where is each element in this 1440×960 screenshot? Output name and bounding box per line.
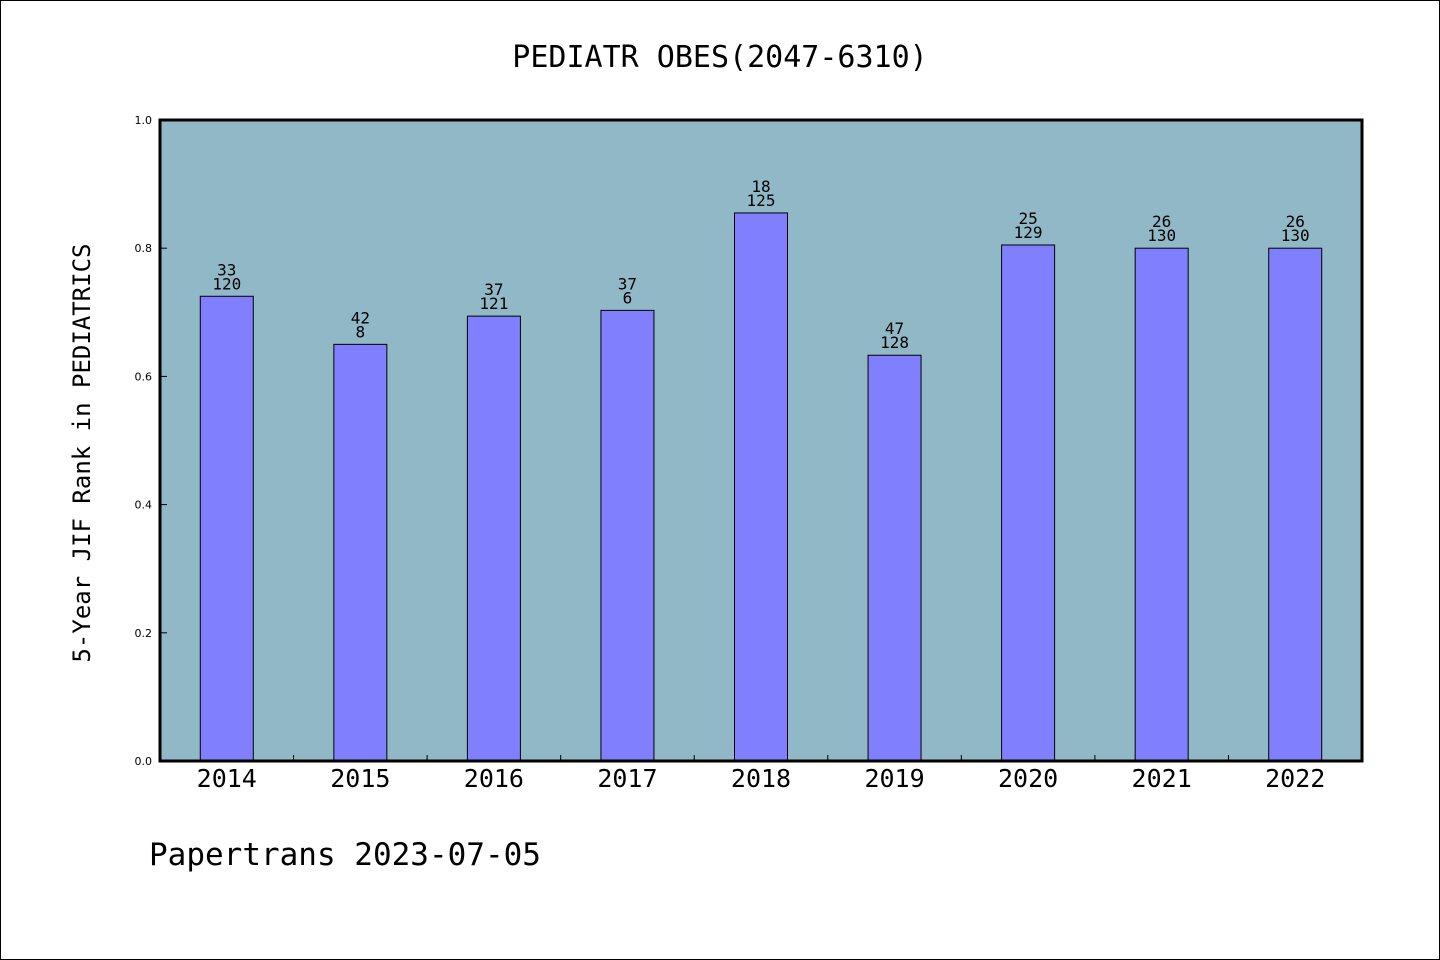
y-tick-label: 0.0 (135, 755, 153, 768)
y-tick-label: 0.2 (135, 627, 153, 640)
x-tick-label: 2014 (197, 764, 257, 793)
bar-2017 (600, 309, 655, 762)
y-tick-label: 0.6 (135, 370, 153, 383)
bar-total-label: 6 (623, 288, 633, 307)
bar-rank-label: 37 (618, 274, 637, 293)
bar-total-label: 120 (212, 274, 241, 293)
bar-total-label: 128 (880, 333, 909, 352)
plot-border (158, 118, 1364, 763)
x-tick-label: 2015 (330, 764, 390, 793)
bar-rank-label: 25 (1018, 209, 1037, 228)
x-tick-label: 2017 (597, 764, 657, 793)
bar-2014 (199, 295, 254, 762)
chart-title: PEDIATR OBES(2047-6310) (512, 40, 927, 75)
footer-credit: Papertrans 2023-07-05 (149, 837, 541, 873)
bar-2019 (867, 354, 922, 762)
bar-total-label: 129 (1014, 223, 1043, 242)
bar-rank-label: 33 (217, 260, 236, 279)
bar-2022 (1268, 247, 1323, 762)
bar-2020 (1001, 244, 1056, 762)
y-tick-label: 1.0 (135, 114, 153, 127)
bar-rank-label: 26 (1152, 212, 1171, 231)
y-axis-label: 5-Year JIF Rank in PEDIATRICS (68, 243, 96, 662)
y-tick-label: 0.4 (135, 499, 153, 512)
bar-rank-label: 26 (1286, 212, 1305, 231)
bar-rank-label: 47 (885, 319, 904, 338)
x-tick-label: 2020 (998, 764, 1058, 793)
bar-2015 (333, 343, 388, 762)
x-tick-label: 2022 (1265, 764, 1325, 793)
bars-layer: 3312042837121376181254712825129261302613… (199, 177, 1323, 762)
bar-2018 (734, 212, 788, 762)
ticks-layer: 2014 2015 2016 2017 2018 2019 2020 2021 2022 0.0 0… (135, 114, 1326, 793)
bar-rank-label: 18 (751, 177, 770, 196)
bar-total-label: 121 (479, 294, 508, 313)
bar-rank-label: 37 (484, 280, 503, 299)
bar-rank-label: 42 (351, 308, 370, 327)
x-tick-label: 2016 (464, 764, 524, 793)
x-tick-label: 2019 (864, 764, 924, 793)
bar-2016 (466, 315, 521, 762)
y-tick-label: 0.8 (135, 242, 153, 255)
bar-total-label: 130 (1147, 226, 1176, 245)
bar-total-label: 125 (747, 191, 776, 210)
bar-total-label: 8 (356, 322, 366, 341)
x-tick-label: 2021 (1132, 764, 1192, 793)
bar-2021 (1134, 247, 1189, 762)
bar-total-label: 130 (1281, 226, 1310, 245)
x-tick-label: 2018 (731, 764, 791, 793)
